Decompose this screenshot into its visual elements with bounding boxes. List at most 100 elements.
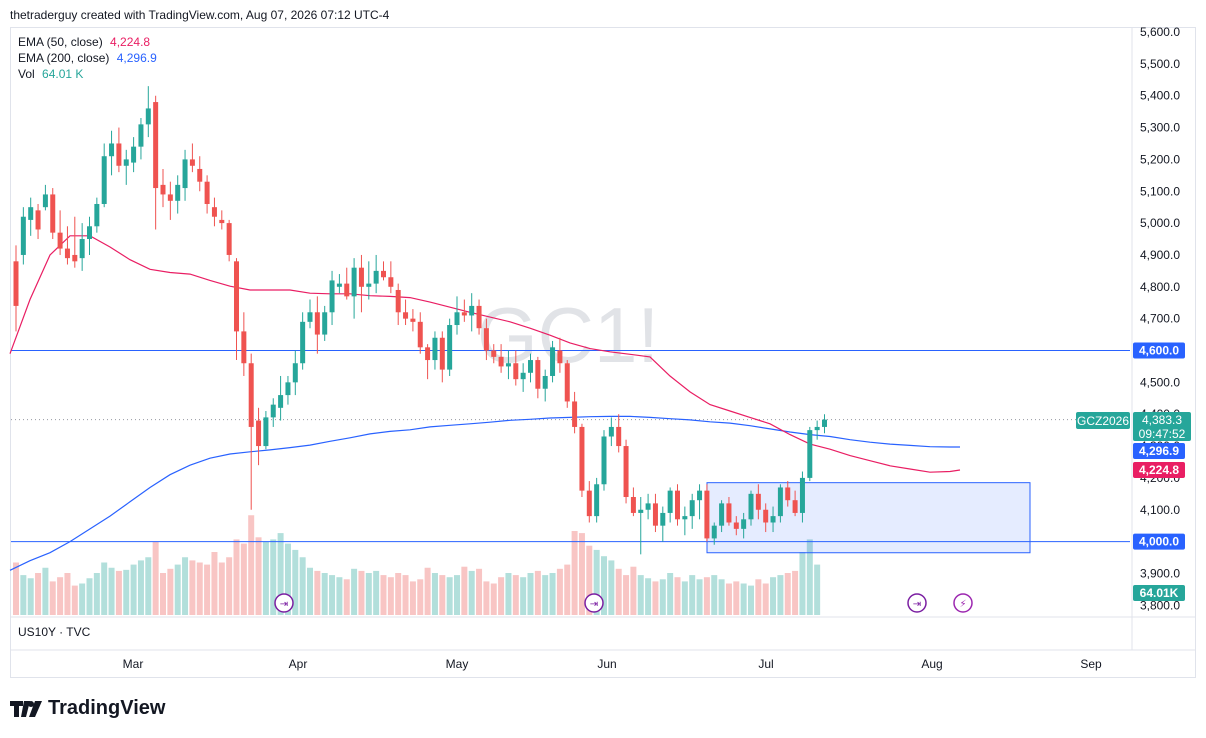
candle [153,95,159,230]
candle [528,353,533,383]
legend-ema50[interactable]: EMA (50, close) 4,224.8 [18,34,161,50]
candle-body [138,124,144,147]
candle [182,149,188,201]
volume-bar [233,539,240,615]
candle-body [616,426,622,447]
candle-body [667,490,673,513]
candle [72,216,78,268]
candle [28,197,34,236]
volume-bar [35,573,42,615]
volume-bar [49,581,56,615]
volume-bar [130,564,137,615]
candle-body [550,347,556,376]
candle-body [785,487,791,501]
candle [483,318,489,361]
candle [322,305,328,341]
candle-body [256,420,262,447]
candle-body [79,239,85,259]
candle [145,86,151,138]
volume-bar [784,573,791,615]
candle [123,149,129,185]
candle-body [513,363,519,380]
legend-volume-value: 64.01 K [42,67,84,81]
candle-body [447,325,453,370]
candlesticks [13,86,827,555]
volume-bar [534,570,541,615]
candle [160,168,166,208]
volume-bar [512,575,519,615]
candle-body [528,360,533,373]
volume-bar [454,575,460,615]
candle-body [520,372,526,380]
candle-body [182,159,188,189]
candle-body [608,426,614,437]
candle [638,497,644,555]
candle [726,497,732,526]
candle [608,417,614,447]
candle [211,197,217,227]
legend-volume[interactable]: Vol 64.01 K [18,66,161,82]
volume-bar [755,579,762,615]
candle [447,318,453,376]
candle-body [770,516,776,523]
candle-body [234,261,239,332]
candle [131,137,137,173]
y-axis: 5,600.0 5,500.0 5,400.0 5,300.0 5,200.0 5,100… [1140,25,1180,612]
candle [256,407,262,466]
candle-body [682,516,688,520]
candle-body [454,312,460,326]
chart-attribution: thetraderguy created with TradingView.co… [10,8,390,22]
candle-body [109,143,115,157]
volume-bar [645,578,652,615]
legend-ema200[interactable]: EMA (200, close) 4,296.9 [18,50,161,66]
y-tick-label: 5,200.0 [1140,152,1180,166]
volume-bar [461,566,468,615]
volume-bar [681,581,688,615]
candle [432,331,438,370]
volume-bar [439,575,446,615]
candle [579,423,585,498]
volume-bar [409,581,416,615]
candle [300,312,306,370]
candle-body [153,102,159,189]
candle [366,261,372,300]
y-tick-label: 4,800.0 [1140,280,1180,294]
candle-body [373,270,379,284]
event-circle [274,593,294,613]
volume-bar [115,570,122,615]
volume-bar [615,568,622,615]
candle-body [638,509,644,513]
candle [57,210,63,255]
volume-bar [395,573,402,615]
candle [689,493,695,529]
volume-bar [137,560,144,615]
event-circle [953,593,973,613]
volume-bar [601,556,607,615]
candle-body [594,484,600,517]
candle-body [175,184,181,201]
volume-bar [211,552,218,615]
candle-body [689,500,695,517]
candle-body [278,395,284,408]
candle-body [366,283,372,287]
volume-bar [498,577,505,615]
last-price-badge: 4,383.309:47:52 [1133,412,1191,441]
candle [667,487,673,523]
candle [425,344,431,380]
volume-bar [160,573,166,615]
volume-bar [814,564,821,615]
candle-body [57,232,63,249]
candle-body [535,360,541,389]
candle [116,127,122,173]
candle [87,216,92,255]
secondary-symbol-label[interactable]: US10Y · TVC [18,625,91,639]
candle [505,350,511,380]
level-4600-badge-bg [1133,342,1185,359]
event-glyph: ⇥ [590,599,598,610]
volume-bar [373,570,380,615]
volume-bar [476,568,483,615]
consolidation-range-box [706,482,1031,554]
candle-body [72,254,78,262]
candle [50,188,56,240]
